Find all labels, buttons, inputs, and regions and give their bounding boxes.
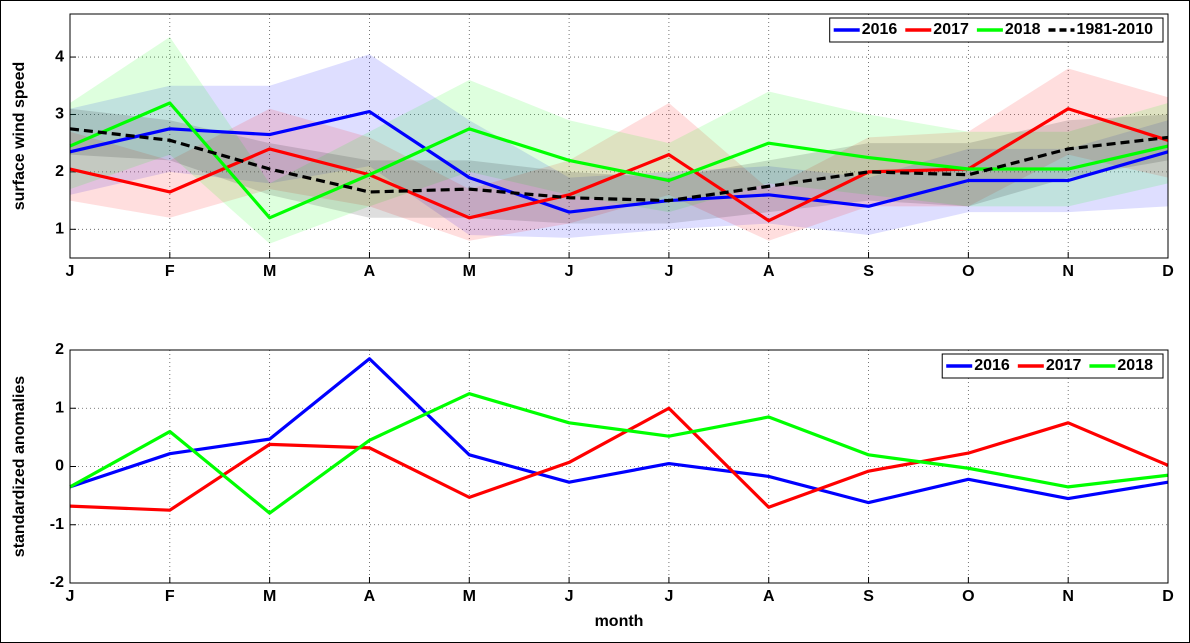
y-tick-label: 1 <box>55 221 64 238</box>
x-tick-label: M <box>263 588 276 605</box>
x-tick-label: O <box>962 263 974 280</box>
range-band <box>70 68 1168 241</box>
x-tick-label: J <box>664 263 673 280</box>
range-band <box>70 108 1168 224</box>
series-line <box>69 127 1169 203</box>
range-band <box>70 36 1168 244</box>
x-tick-label: M <box>463 263 476 280</box>
legend-label: 2016 <box>974 357 1010 374</box>
legend-label: 2017 <box>933 21 969 38</box>
series-line <box>69 107 1169 223</box>
legend-label: 2018 <box>1117 357 1153 374</box>
x-tick-label: A <box>763 588 775 605</box>
y-tick-label: -2 <box>50 574 64 591</box>
y-tick-label: 2 <box>55 163 64 180</box>
plot-frame <box>69 13 1169 259</box>
y-axis-label: standardized anomalies <box>11 376 28 557</box>
y-tick-label: 2 <box>55 341 64 358</box>
series-line <box>69 406 1169 512</box>
legend: 2016 2017 2018 <box>941 353 1164 379</box>
y-tick-label: 4 <box>55 48 64 65</box>
series-line <box>69 357 1169 505</box>
plot-frame <box>69 349 1169 584</box>
series-line <box>69 392 1169 515</box>
x-tick-label: N <box>1062 263 1074 280</box>
legend-label: 2017 <box>1046 357 1082 374</box>
y-tick-label: 0 <box>55 458 64 475</box>
x-tick-label: A <box>763 263 775 280</box>
x-tick-label: F <box>165 263 175 280</box>
series-line <box>69 109 1169 214</box>
x-axis-label: month <box>595 613 644 630</box>
range-band <box>70 54 1168 238</box>
x-tick-label: S <box>863 588 874 605</box>
y-tick-label: 3 <box>55 106 64 123</box>
y-axis-label: surface wind speed <box>11 62 28 211</box>
x-tick-label: J <box>664 588 673 605</box>
x-tick-label: S <box>863 263 874 280</box>
x-tick-label: J <box>565 263 574 280</box>
x-tick-label: M <box>463 588 476 605</box>
x-tick-label: M <box>263 263 276 280</box>
legend-label: 2018 <box>1005 21 1041 38</box>
legend-label: 1981-2010 <box>1076 21 1153 38</box>
legend-label: 2016 <box>862 21 898 38</box>
x-tick-label: J <box>565 588 574 605</box>
legend: 2016 2017 2018 1981-2010 <box>829 17 1164 43</box>
x-tick-label: A <box>364 588 376 605</box>
x-tick-label: J <box>66 263 75 280</box>
x-tick-label: J <box>66 588 75 605</box>
x-tick-label: D <box>1162 588 1174 605</box>
legend-box <box>941 353 1164 379</box>
x-tick-label: N <box>1062 588 1074 605</box>
y-tick-label: -1 <box>50 516 64 533</box>
x-tick-label: D <box>1162 263 1174 280</box>
x-tick-label: O <box>962 588 974 605</box>
x-tick-label: F <box>165 588 175 605</box>
y-tick-label: 1 <box>55 399 64 416</box>
x-tick-label: A <box>364 263 376 280</box>
